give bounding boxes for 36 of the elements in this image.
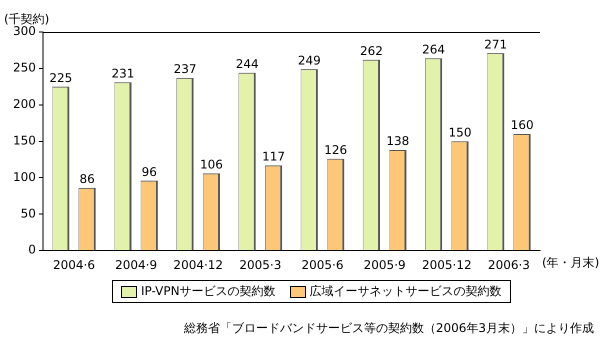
data-label: 117 <box>262 149 286 164</box>
data-label: 86 <box>80 172 95 186</box>
legend-label: IP-VPNサービスの契約数 <box>140 283 276 300</box>
x-tick-label: 2004·9 <box>115 258 158 272</box>
data-label: 106 <box>200 157 223 172</box>
x-tick-label: 2004·12 <box>173 258 224 272</box>
x-tick-label: 2004·6 <box>52 258 95 272</box>
y-tick-label: 250 <box>13 60 36 75</box>
y-tick-label: 50 <box>20 206 36 220</box>
data-label: 264 <box>422 42 446 56</box>
x-tick-label: 2006·3 <box>488 258 530 272</box>
data-label: 225 <box>49 70 72 85</box>
data-label: 249 <box>298 53 321 68</box>
y-tick-label: 200 <box>13 96 36 111</box>
x-tick-label: 2005·6 <box>302 258 344 272</box>
y-tick-label: 150 <box>13 133 36 148</box>
y-tick-label: 0 <box>28 242 36 257</box>
y-tick-label: 300 <box>13 24 36 38</box>
y-tick-label: 100 <box>13 170 36 184</box>
y-axis-title: (千契約) <box>4 12 50 26</box>
x-tick-label: 2005·9 <box>364 258 406 272</box>
x-tick-label: 2005·3 <box>239 258 282 272</box>
data-label: 244 <box>236 56 259 71</box>
x-axis-title: (年・月末) <box>542 256 600 270</box>
legend-label: 広域イーサネットサービスの契約数 <box>308 283 502 300</box>
data-label: 271 <box>484 37 508 52</box>
data-label: 150 <box>448 125 472 140</box>
data-label: 96 <box>142 164 157 179</box>
data-label: 231 <box>111 66 134 80</box>
text: 総務省「ブロードバンドサービス等の契約数（2006年3月末）」により作成 <box>184 320 594 337</box>
data-label: 126 <box>324 142 348 157</box>
data-label: 237 <box>174 62 196 76</box>
data-label: 160 <box>510 118 534 132</box>
x-tick-label: 2005·12 <box>422 258 472 272</box>
data-label: 138 <box>386 134 410 148</box>
data-label: 262 <box>360 44 383 58</box>
